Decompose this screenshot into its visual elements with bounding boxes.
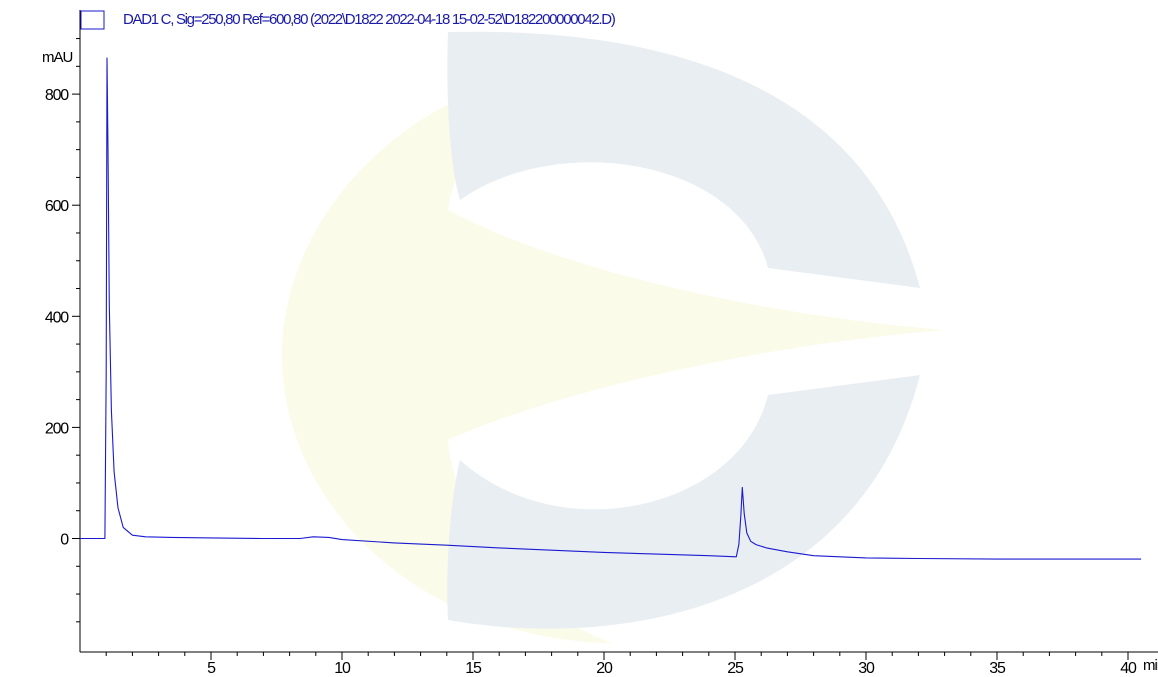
y-tick-label: 800 [45,87,69,104]
x-tick-label: 10 [334,660,351,677]
y-axis-unit-label: mAU [42,49,73,66]
y-tick-label: 400 [45,309,69,326]
x-tick-label: 30 [858,660,875,677]
x-tick-label: 20 [596,660,613,677]
y-tick-label: 0 [60,532,69,549]
x-tick-label: 40 [1120,660,1137,677]
x-tick-label: 15 [465,660,482,677]
company-logo-watermark [282,31,945,643]
legend-swatch [80,10,105,30]
x-tick-label: 25 [727,660,744,677]
y-tick-label: 600 [45,198,69,215]
x-tick-label: 35 [989,660,1006,677]
x-tick-label: 5 [207,660,216,677]
legend: DAD1 C, Sig=250,80 Ref=600,80 (2022\D182… [80,10,617,30]
y-tick-label: 200 [45,420,69,437]
x-axis-unit-label: min [1143,657,1158,674]
chromatogram-trace [80,57,1142,560]
legend-label: DAD1 C, Sig=250,80 Ref=600,80 (2022\D182… [123,11,616,28]
